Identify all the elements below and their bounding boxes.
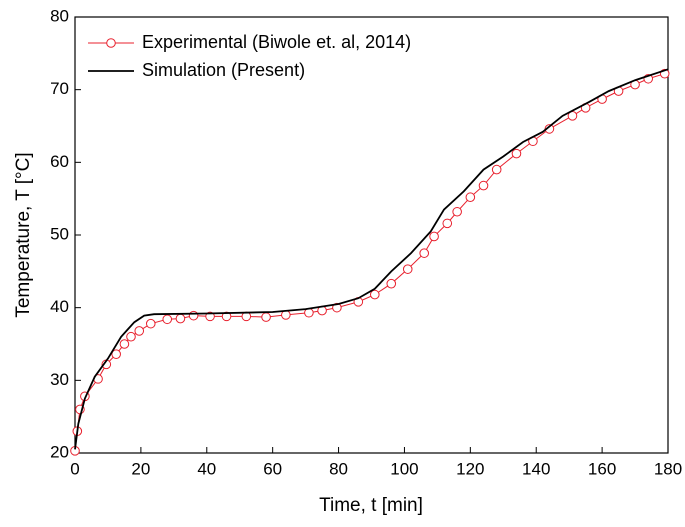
- data-point: [491, 164, 502, 175]
- data-point: [134, 326, 145, 336]
- data-point: [429, 231, 439, 242]
- x-tick-label: 160: [588, 459, 616, 478]
- x-tick-label: 80: [329, 459, 348, 478]
- data-point: [145, 318, 156, 329]
- y-tick-label: 30: [50, 370, 69, 389]
- data-point: [111, 349, 121, 359]
- x-tick-label: 60: [263, 459, 282, 478]
- data-point: [442, 218, 453, 229]
- x-tick-label: 100: [390, 459, 418, 478]
- data-point: [419, 248, 430, 258]
- x-tick-label: 140: [522, 459, 550, 478]
- data-point: [402, 264, 413, 274]
- legend-label: Experimental (Biwole et. al, 2014): [142, 32, 411, 52]
- series-line: [74, 68, 669, 450]
- data-point: [126, 331, 136, 342]
- x-axis-label: Time, t [min]: [319, 495, 423, 516]
- legend-label: Simulation (Present): [142, 60, 305, 80]
- x-tick-label: 20: [131, 459, 150, 478]
- data-point: [478, 180, 489, 191]
- data-point: [162, 314, 173, 325]
- data-point: [465, 192, 476, 203]
- y-tick-label: 60: [50, 152, 69, 171]
- x-tick-label: 40: [197, 459, 216, 478]
- y-axis-label: Temperature, T [°C]: [13, 152, 34, 317]
- data-point: [386, 278, 397, 289]
- data-point: [511, 148, 522, 159]
- data-point: [221, 311, 232, 322]
- y-tick-label: 50: [50, 224, 69, 243]
- y-tick-label: 80: [50, 6, 69, 25]
- data-point: [119, 339, 130, 349]
- series-line: [74, 73, 665, 451]
- data-point: [175, 313, 186, 324]
- x-tick-label: 180: [654, 459, 682, 478]
- legend-marker: [106, 38, 116, 48]
- y-tick-label: 40: [50, 297, 69, 316]
- y-tick-label: 70: [50, 79, 69, 98]
- y-tick-label: 20: [50, 442, 69, 461]
- x-tick-label: 120: [456, 459, 484, 478]
- plot-frame: [74, 16, 669, 454]
- data-point: [452, 206, 462, 217]
- data-point: [188, 310, 199, 321]
- data-point: [369, 289, 380, 300]
- x-tick-label: 0: [70, 459, 79, 478]
- data-point: [261, 312, 271, 322]
